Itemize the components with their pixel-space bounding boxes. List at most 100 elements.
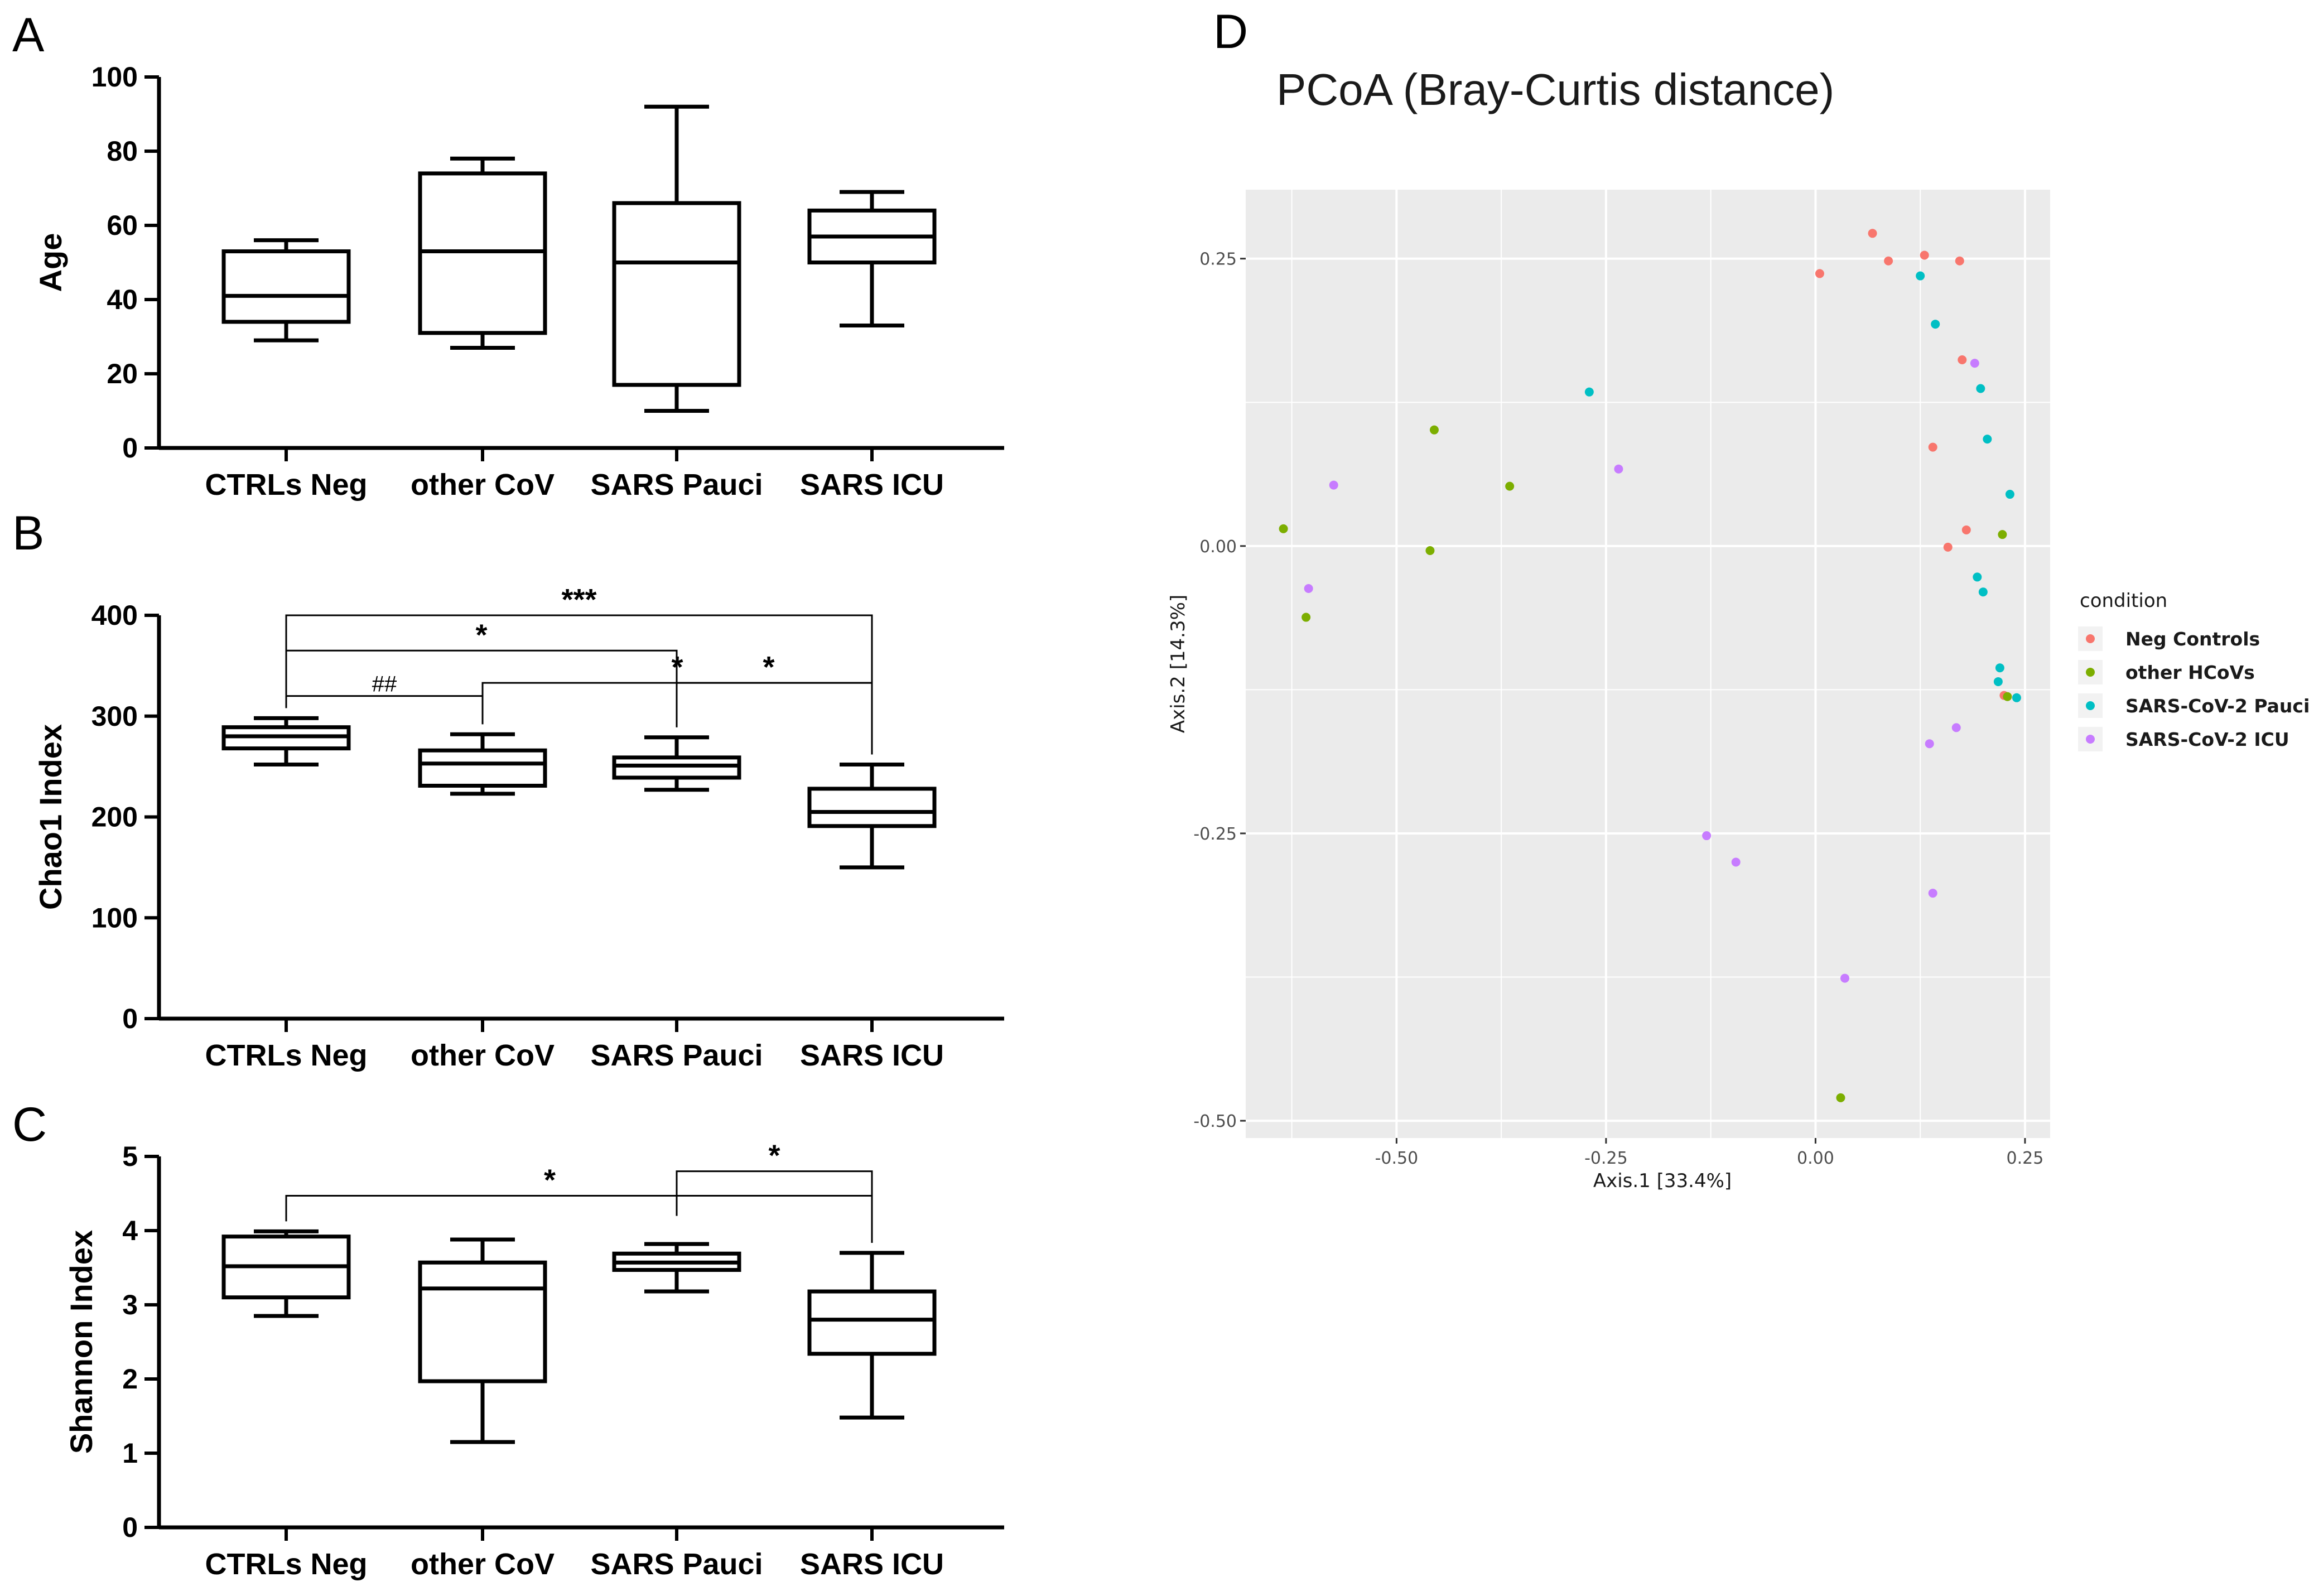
legend-key-dot bbox=[2086, 701, 2095, 710]
y-tick-label: 0.25 bbox=[1199, 250, 1237, 269]
data-point bbox=[1995, 663, 2004, 673]
legend-key-dot bbox=[2086, 735, 2095, 744]
significance-label: * bbox=[768, 1139, 780, 1173]
x-category-label: SARS Pauci bbox=[590, 1547, 763, 1581]
box-iqr bbox=[418, 1260, 547, 1383]
y-tick-label: 5 bbox=[122, 1141, 138, 1172]
box-sars-pauci bbox=[612, 1242, 741, 1294]
data-point bbox=[1993, 677, 2003, 686]
data-point bbox=[1425, 546, 1435, 556]
pcoa-panel: D PCoA (Bray-Curtis distance) -0.50 -0.25… bbox=[1167, 5, 2309, 1192]
legend-item-label: other HCoVs bbox=[2125, 662, 2255, 683]
series-other-hcovs bbox=[1279, 425, 2012, 1102]
data-point bbox=[1584, 387, 1594, 397]
legend: condition Neg Controls other HCoVs SARS-Co… bbox=[2078, 590, 2309, 751]
x-category-label: SARS ICU bbox=[800, 468, 944, 502]
panel-letter-D: D bbox=[1213, 5, 1248, 59]
box-ctrls-neg bbox=[221, 716, 351, 767]
panel-c: C Shannon Index 0 1 2 3 4 5 CTRLs Neg other CoV SA… bbox=[12, 1098, 1004, 1581]
x-tick-label: -0.50 bbox=[1375, 1149, 1419, 1168]
data-point bbox=[1836, 1093, 1845, 1102]
data-point bbox=[2005, 490, 2014, 499]
data-point bbox=[1868, 229, 1877, 238]
data-point bbox=[1983, 435, 1992, 444]
x-category-label: SARS ICU bbox=[800, 1547, 944, 1581]
data-point bbox=[1931, 320, 1940, 329]
x-category-label: other CoV bbox=[411, 1039, 555, 1072]
panel-a: A Age 0 20 40 60 80 100 CTRLs Neg other CoV SARS P… bbox=[12, 8, 1004, 502]
y-tick-label: 100 bbox=[91, 902, 138, 933]
data-point bbox=[1951, 723, 1961, 732]
x-category-label: CTRLs Neg bbox=[205, 1547, 367, 1581]
bracket-line bbox=[676, 682, 873, 755]
significance-label: * bbox=[763, 650, 774, 684]
y-tick-label: 40 bbox=[107, 284, 138, 315]
y-tick-label: 0.00 bbox=[1199, 537, 1237, 557]
data-point bbox=[1928, 889, 1937, 898]
data-point bbox=[1925, 739, 1934, 749]
data-point bbox=[1429, 425, 1439, 435]
data-point bbox=[1958, 355, 1967, 364]
box-iqr bbox=[807, 1289, 937, 1356]
y-tick-label: 4 bbox=[122, 1215, 138, 1246]
box-sars-icu bbox=[807, 763, 937, 870]
x-category-label: CTRLs Neg bbox=[205, 1039, 367, 1072]
pcoa-y-axis-label: Axis.2 [14.3%] bbox=[1167, 595, 1189, 733]
box-other-cov bbox=[418, 156, 547, 350]
panel-b: B Chao1 Index 0 100 200 300 400 CTRLs Neg other … bbox=[12, 507, 1004, 1072]
y-tick-label: 0 bbox=[122, 1003, 138, 1034]
panel-letter-C: C bbox=[12, 1098, 47, 1151]
box-sars-pauci bbox=[612, 104, 741, 413]
y-tick-label: 1 bbox=[122, 1438, 138, 1469]
x-tick-label: 0.25 bbox=[2007, 1149, 2044, 1168]
box-iqr bbox=[612, 201, 741, 387]
significance-label: *** bbox=[561, 583, 596, 616]
x-tick-label: 0.00 bbox=[1797, 1149, 1834, 1168]
data-point bbox=[1815, 269, 1824, 278]
y-tick-label: 60 bbox=[107, 210, 138, 241]
data-point bbox=[1301, 613, 1311, 622]
y-tick-label: 0 bbox=[122, 432, 138, 464]
legend-item-label: Neg Controls bbox=[2125, 628, 2260, 650]
y-tick-label: 200 bbox=[91, 802, 138, 833]
y-tick-label: 20 bbox=[107, 358, 138, 389]
significance-bracket: * bbox=[676, 1139, 873, 1243]
x-category-label: CTRLs Neg bbox=[205, 468, 367, 502]
panel-letter-B: B bbox=[12, 507, 44, 560]
y-tick-label: -0.50 bbox=[1193, 1112, 1237, 1131]
data-point bbox=[1928, 442, 1937, 452]
legend-item-label: SARS-CoV-2 ICU bbox=[2125, 729, 2289, 750]
x-category-label: SARS Pauci bbox=[590, 468, 763, 502]
significance-label: * bbox=[544, 1163, 556, 1197]
legend-title: condition bbox=[2080, 590, 2167, 612]
x-category-label: SARS ICU bbox=[800, 1039, 944, 1072]
y-axis-label: Shannon Index bbox=[64, 1230, 99, 1454]
y-tick-label: 0 bbox=[122, 1512, 138, 1543]
data-point bbox=[1505, 481, 1515, 491]
box-ctrls-neg bbox=[221, 1229, 351, 1318]
series-sars-cov-2-icu bbox=[1304, 359, 1979, 983]
y-tick-label: 300 bbox=[91, 701, 138, 732]
x-category-label: SARS Pauci bbox=[590, 1039, 763, 1072]
box-iqr bbox=[221, 249, 351, 324]
data-point bbox=[1279, 524, 1288, 533]
data-point bbox=[1920, 250, 1929, 260]
significance-label: ## bbox=[372, 672, 397, 697]
data-point bbox=[1976, 384, 1985, 393]
box-sars-icu bbox=[807, 1251, 937, 1420]
legend-key-dot bbox=[2086, 668, 2095, 677]
box-iqr bbox=[418, 748, 547, 788]
x-category-label: other CoV bbox=[411, 1547, 555, 1581]
y-tick-label: 3 bbox=[122, 1289, 138, 1320]
y-tick-label: 80 bbox=[107, 136, 138, 167]
data-point bbox=[1614, 464, 1623, 474]
data-point bbox=[2003, 692, 2012, 701]
legend-item-label: SARS-CoV-2 Pauci bbox=[2125, 695, 2309, 717]
data-point bbox=[1998, 530, 2007, 539]
x-tick-label: -0.25 bbox=[1584, 1149, 1628, 1168]
series-sars-cov-2-pauci bbox=[1584, 271, 2021, 702]
y-tick-label: 100 bbox=[91, 61, 138, 93]
box-other-cov bbox=[418, 1237, 547, 1444]
y-tick-label: 2 bbox=[122, 1363, 138, 1395]
